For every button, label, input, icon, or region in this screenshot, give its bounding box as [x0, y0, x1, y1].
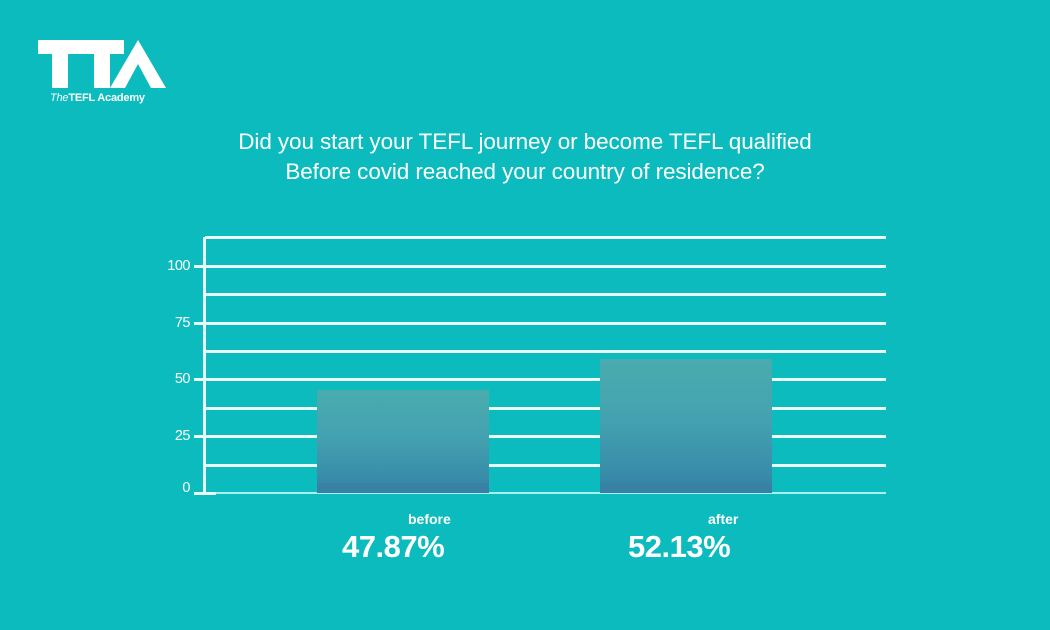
value-label-after: 52.13%	[628, 529, 731, 564]
logo-brand: TEFL Academy	[68, 92, 145, 104]
tta-logo-mark-icon	[38, 40, 166, 88]
y-label-25: 25	[174, 428, 191, 444]
y-label-100: 100	[167, 258, 190, 274]
chart-title-line-2: Before covid reached your country of res…	[285, 159, 765, 184]
bar-before	[317, 390, 489, 493]
y-tick-25	[194, 435, 206, 438]
chart-title-line-1: Did you start your TEFL journey or becom…	[238, 129, 812, 154]
y-label-0: 0	[182, 480, 190, 496]
y-label-75: 75	[174, 315, 191, 331]
chart-title: Did you start your TEFL journey or becom…	[0, 127, 1050, 187]
category-label-after: after	[708, 511, 739, 527]
logo-subtitle: TheTEFL Academy	[50, 92, 145, 104]
y-tick-100	[194, 265, 206, 268]
y-axis	[203, 237, 206, 495]
y-tick-75	[194, 322, 206, 325]
gridline	[205, 236, 886, 239]
category-label-before: before	[408, 511, 451, 527]
y-label-50: 50	[174, 371, 191, 387]
gridline-50	[205, 378, 886, 381]
gridline	[205, 350, 886, 353]
tta-logo: TheTEFL Academy	[38, 40, 168, 110]
gridline-75	[205, 322, 886, 325]
gridline-25	[205, 435, 886, 438]
gridline	[205, 407, 886, 410]
bar-after	[600, 359, 772, 493]
logo-the: The	[50, 92, 69, 104]
gridline-100	[205, 265, 886, 268]
baseline-0	[205, 492, 886, 494]
y-tick-0	[194, 492, 216, 495]
gridline	[205, 464, 886, 467]
value-label-before: 47.87%	[342, 529, 445, 564]
gridline	[205, 293, 886, 296]
y-tick-50	[194, 378, 206, 381]
